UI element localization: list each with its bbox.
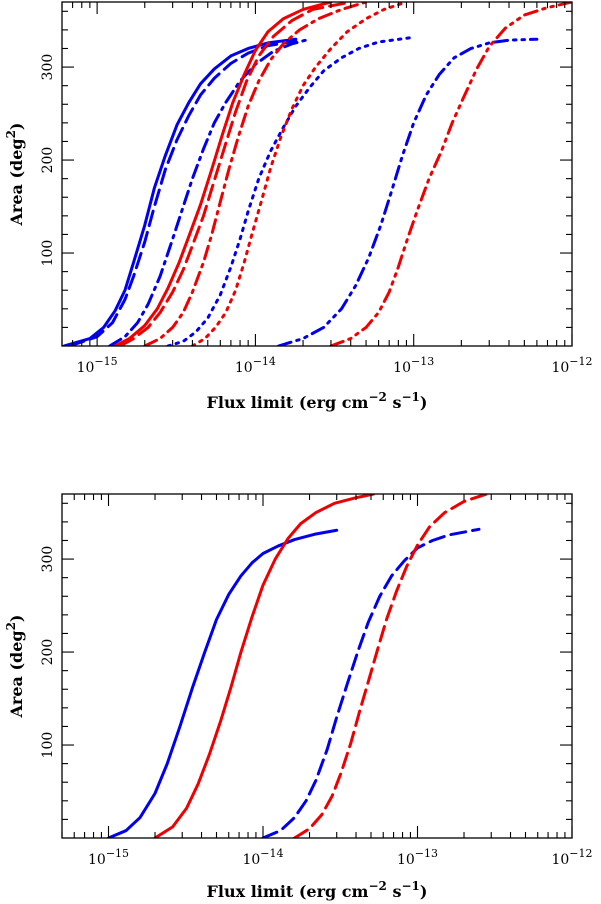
series-line-2 — [261, 527, 481, 838]
x-tick-base: 10 — [551, 852, 569, 868]
y-tick-label: 300 — [40, 546, 56, 573]
x-tick-exp: −13 — [415, 847, 438, 860]
x-tick-exp: −12 — [569, 355, 592, 368]
x-tick-base: 10 — [242, 852, 260, 868]
x-tick-exp: −15 — [106, 847, 129, 860]
y-tick-label: 100 — [40, 240, 56, 267]
series-line-5 — [113, 2, 333, 346]
series-group — [62, 2, 572, 346]
x-axis-label-part: ) — [420, 882, 428, 901]
series-line-6 — [118, 2, 353, 346]
x-tick-base: 10 — [77, 360, 95, 376]
series-line-4 — [277, 37, 539, 346]
series-line-7 — [143, 2, 368, 346]
x-axis-label-part: Flux limit (erg cm — [207, 882, 369, 901]
series-line-0 — [107, 528, 339, 838]
x-axis-label-part: −2 — [368, 390, 386, 404]
y-axis-label: Area (deg2) — [4, 614, 26, 718]
x-tick-base: 10 — [397, 852, 415, 868]
series-line-1 — [153, 494, 376, 838]
y-tick-label: 200 — [40, 639, 56, 666]
y-tick-label: 200 — [40, 147, 56, 174]
series-line-3 — [293, 494, 489, 838]
y-tick-label: 100 — [40, 732, 56, 759]
x-tick-exp: −15 — [94, 355, 117, 368]
y-axis-label-part: 2 — [4, 130, 18, 138]
series-line-2 — [108, 37, 312, 346]
series-line-0 — [62, 37, 298, 346]
x-tick-base: 10 — [551, 360, 569, 376]
y-axis-label-part: ) — [7, 614, 26, 622]
x-tick-label: 10−12 — [551, 847, 592, 868]
x-tick-label: 10−14 — [235, 355, 276, 376]
y-axis-label-part: 2 — [4, 622, 18, 630]
y-tick-label: 300 — [40, 54, 56, 81]
y-axis-label-part: Area (deg — [7, 138, 26, 226]
x-axis-label-part: s — [387, 393, 402, 412]
x-tick-label: 10−13 — [397, 847, 438, 868]
y-axis-label: Area (deg2) — [4, 122, 26, 226]
x-tick-base: 10 — [88, 852, 106, 868]
x-tick-label: 10−15 — [77, 355, 118, 376]
series-line-3 — [166, 35, 416, 346]
x-axis-label-part: −1 — [401, 390, 419, 404]
series-line-1 — [68, 39, 298, 346]
x-tick-exp: −13 — [411, 355, 434, 368]
x-tick-base: 10 — [393, 360, 411, 376]
x-tick-exp: −12 — [569, 847, 592, 860]
x-axis-label: Flux limit (erg cm−2 s−1) — [207, 390, 428, 412]
x-tick-label: 10−13 — [393, 355, 434, 376]
x-tick-exp: −14 — [260, 847, 283, 860]
x-tick-label: 10−12 — [551, 355, 592, 376]
plot-frame — [61, 1, 573, 347]
x-axis-label-part: ) — [420, 393, 428, 412]
x-axis-label-part: −1 — [401, 879, 419, 893]
series-group — [107, 494, 489, 838]
x-tick-base: 10 — [235, 360, 253, 376]
x-tick-label: 10−14 — [242, 847, 283, 868]
x-axis-label-part: −2 — [368, 879, 386, 893]
y-axis-label-part: Area (deg — [7, 630, 26, 718]
x-tick-label: 10−15 — [88, 847, 129, 868]
series-line-8 — [190, 2, 408, 346]
x-axis-label: Flux limit (erg cm−2 s−1) — [207, 879, 428, 901]
x-tick-exp: −14 — [253, 355, 276, 368]
y-axis-label-part: ) — [7, 122, 26, 130]
plot-frame — [61, 493, 573, 839]
x-axis-label-part: s — [387, 882, 402, 901]
series-line-9 — [329, 2, 572, 346]
x-axis-label-part: Flux limit (erg cm — [207, 393, 369, 412]
